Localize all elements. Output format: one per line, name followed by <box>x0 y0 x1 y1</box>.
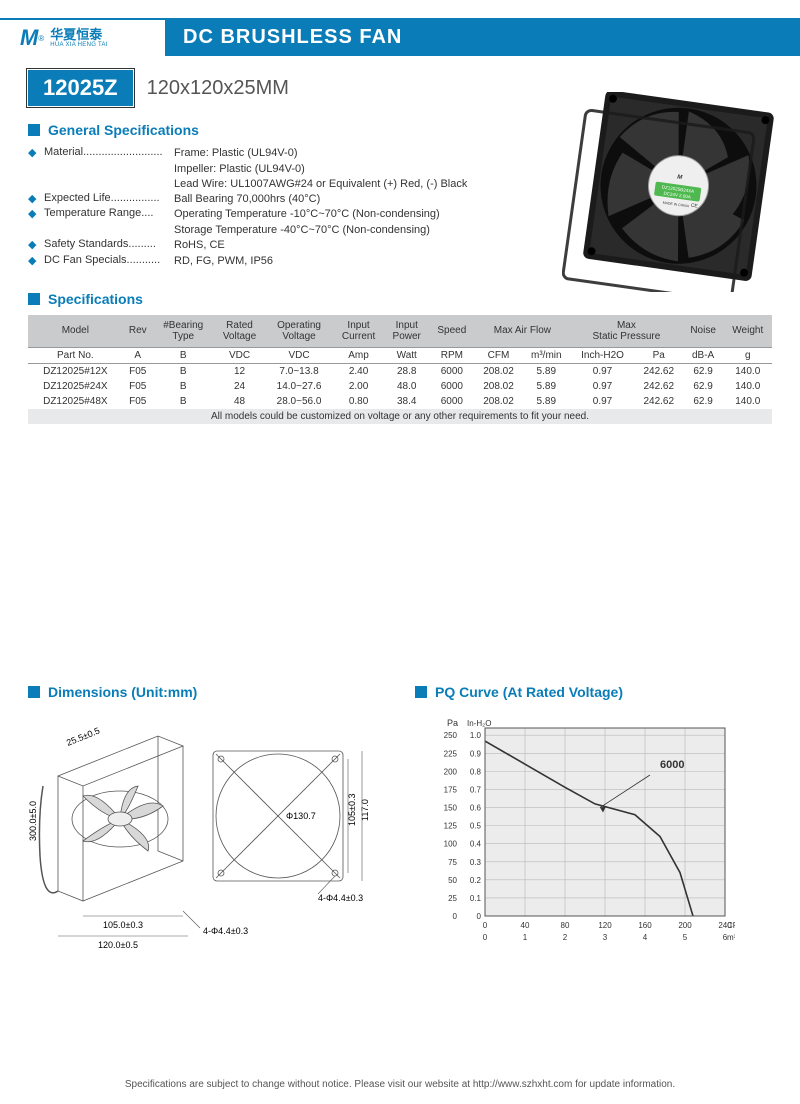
svg-text:200: 200 <box>444 767 458 776</box>
svg-text:1: 1 <box>523 933 528 942</box>
square-icon <box>28 293 40 305</box>
svg-text:m³/min: m³/min <box>727 933 735 942</box>
model-dimensions: 120x120x25MM <box>147 77 289 100</box>
dimensions-drawing: 25.5±0.5 300.0±5.0 Φ130.7 105±0.3 117.0 … <box>28 716 368 976</box>
svg-text:0.9: 0.9 <box>470 749 482 758</box>
table-row: DZ12025#24XF05B2414.0~27.62.0048.0600020… <box>28 379 772 394</box>
svg-text:40: 40 <box>521 921 530 930</box>
svg-text:Pa: Pa <box>447 718 458 728</box>
svg-text:2: 2 <box>563 933 568 942</box>
svg-text:0.5: 0.5 <box>470 821 482 830</box>
table-row: DZ12025#48XF05B4828.0~56.00.8038.4600020… <box>28 394 772 409</box>
genspec-row: ◆DC Fan Specials...........RD, FG, PWM, … <box>28 254 488 269</box>
svg-text:0: 0 <box>453 912 458 921</box>
square-icon <box>415 686 427 698</box>
svg-text:0.8: 0.8 <box>470 767 482 776</box>
svg-text:50: 50 <box>448 876 457 885</box>
genspec-subline: Storage Temperature -40°C~70°C (Non-cond… <box>174 223 488 238</box>
svg-text:250: 250 <box>444 731 458 740</box>
table-row: DZ12025#12XF05B127.0~13.82.4028.86000208… <box>28 363 772 379</box>
spec-table: ModelRev#BearingTypeRatedVoltage Operati… <box>28 315 772 424</box>
svg-text:0: 0 <box>483 933 488 942</box>
brand-en: HUA XIA HENG TAI <box>50 42 108 49</box>
svg-text:25.5±0.5: 25.5±0.5 <box>65 725 101 747</box>
svg-text:5: 5 <box>683 933 688 942</box>
svg-text:120: 120 <box>598 921 612 930</box>
genspec-row: ◆Temperature Range....Operating Temperat… <box>28 207 488 222</box>
svg-text:120.0±0.5: 120.0±0.5 <box>98 940 138 950</box>
model-code: 12025Z <box>28 70 133 106</box>
svg-text:6000: 6000 <box>660 759 684 771</box>
logo-letter: M <box>20 25 38 51</box>
genspec-row: ◆Safety Standards.........RoHS, CE <box>28 238 488 253</box>
svg-text:In-H₂O: In-H₂O <box>467 719 491 728</box>
svg-text:0.2: 0.2 <box>470 876 482 885</box>
pq-curve-chart: 00250.1500.2750.31000.41250.51500.61750.… <box>435 716 735 956</box>
svg-text:200: 200 <box>678 921 692 930</box>
genspec-subline: Lead Wire: UL1007AWG#24 or Equivalent (+… <box>174 177 488 192</box>
svg-text:75: 75 <box>448 858 457 867</box>
footer-note: Specifications are subject to change wit… <box>0 1079 800 1090</box>
header: M ® 华夏恒泰 HUA XIA HENG TAI DC BRUSHLESS F… <box>0 18 800 56</box>
svg-text:0.3: 0.3 <box>470 858 482 867</box>
page-title: DC BRUSHLESS FAN <box>165 18 800 56</box>
section-dims-label: Dimensions (Unit:mm) <box>48 684 197 700</box>
square-icon <box>28 686 40 698</box>
svg-text:0.7: 0.7 <box>470 785 482 794</box>
svg-text:0.1: 0.1 <box>470 894 482 903</box>
svg-text:1.0: 1.0 <box>470 731 482 740</box>
svg-text:100: 100 <box>444 839 458 848</box>
genspec-row: ◆Material..........................Frame… <box>28 146 488 161</box>
svg-text:80: 80 <box>561 921 570 930</box>
table-header-2: Part No.ABVDCVDCAmpWattRPMCFMm³/minInch-… <box>28 347 772 363</box>
section-specs-label: Specifications <box>48 291 143 307</box>
svg-text:25: 25 <box>448 894 457 903</box>
svg-text:175: 175 <box>444 785 458 794</box>
table-note: All models could be customized on voltag… <box>28 409 772 424</box>
svg-text:3: 3 <box>603 933 608 942</box>
genspec-subline: Impeller: Plastic (UL94V-0) <box>174 162 488 177</box>
fan-product-image: M DZ12025B24XA DC24V 2.00A MADE IN CHINA… <box>562 92 782 292</box>
brand-cn: 华夏恒泰 <box>50 28 108 42</box>
svg-text:105.0±0.3: 105.0±0.3 <box>103 920 143 930</box>
svg-text:4-Φ4.4±0.3: 4-Φ4.4±0.3 <box>318 893 363 903</box>
svg-text:0: 0 <box>483 921 488 930</box>
svg-text:0.6: 0.6 <box>470 803 482 812</box>
section-pq-label: PQ Curve (At Rated Voltage) <box>435 684 623 700</box>
svg-text:4-Φ4.4±0.3: 4-Φ4.4±0.3 <box>203 926 248 936</box>
svg-text:4: 4 <box>643 933 648 942</box>
genspec-row: ◆Expected Life................Ball Beari… <box>28 192 488 207</box>
svg-text:CFM: CFM <box>727 921 735 930</box>
svg-text:0.4: 0.4 <box>470 839 482 848</box>
table-header-1: ModelRev#BearingTypeRatedVoltage Operati… <box>28 315 772 348</box>
svg-text:125: 125 <box>444 821 458 830</box>
section-specs: Specifications <box>28 291 772 307</box>
svg-text:117.0: 117.0 <box>360 799 368 821</box>
section-pq: PQ Curve (At Rated Voltage) <box>415 684 772 700</box>
square-icon <box>28 124 40 136</box>
svg-text:160: 160 <box>638 921 652 930</box>
svg-text:225: 225 <box>444 749 458 758</box>
svg-text:0: 0 <box>477 912 482 921</box>
svg-text:105±0.3: 105±0.3 <box>347 793 357 825</box>
brand-text: 华夏恒泰 HUA XIA HENG TAI <box>50 28 108 49</box>
svg-text:300.0±5.0: 300.0±5.0 <box>28 801 38 841</box>
general-spec-list: ◆Material..........................Frame… <box>28 146 488 269</box>
section-dimensions: Dimensions (Unit:mm) <box>28 684 385 700</box>
reg-mark: ® <box>38 34 44 43</box>
svg-text:150: 150 <box>444 803 458 812</box>
svg-text:Φ130.7: Φ130.7 <box>286 811 316 821</box>
brand-logo: M ® 华夏恒泰 HUA XIA HENG TAI <box>0 18 165 56</box>
section-general-label: General Specifications <box>48 122 199 138</box>
